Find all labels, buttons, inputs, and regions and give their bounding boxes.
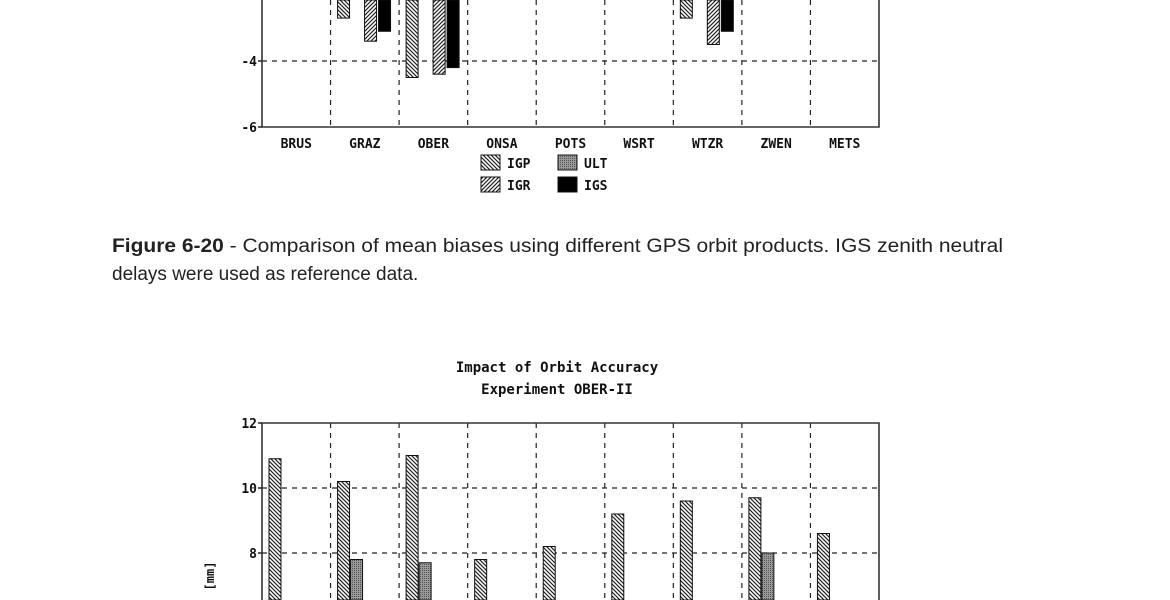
x-tick-label-graz: GRAZ [349, 137, 380, 152]
x-tick-label-wtzr: WTZR [692, 137, 723, 152]
bar-ult-zwen [761, 552, 775, 600]
x-tick-label-mets: METS [829, 137, 860, 152]
y-tick-label: -2 [241, 0, 257, 4]
legend-swatch-ult [557, 154, 578, 171]
y-tick-label: 12 [241, 417, 257, 432]
legend: IGP ULT IGR IGS [480, 154, 608, 194]
x-tick-label-pots: POTS [555, 137, 586, 152]
legend-swatch-igp [480, 154, 501, 171]
y-tick-label: -6 [241, 121, 257, 136]
bar-igp-graz [337, 481, 351, 600]
legend-label-igp: IGP [507, 157, 531, 172]
plot-frame [261, 422, 880, 600]
bar-igp-wsrt [611, 513, 625, 600]
bar-igp-wtzr [679, 500, 693, 600]
bar-igs-graz [378, 0, 392, 32]
grid-lines [262, 423, 879, 600]
bar-igr-graz [364, 0, 378, 42]
legend-swatch-igs [557, 176, 578, 193]
axes [261, 0, 880, 128]
y-tick-label: 8 [249, 547, 257, 562]
bar-igp-ober [405, 0, 419, 78]
x-tick-label-onsa: ONSA [486, 137, 517, 152]
chart-subtitle: Experiment OBER-II [481, 382, 633, 398]
figure-label: Figure 6-20 [112, 236, 224, 257]
x-tick-label-zwen: ZWEN [761, 137, 792, 152]
bars [268, 455, 830, 600]
bar-igr-ober [432, 0, 446, 75]
axes [261, 422, 880, 600]
orbit-accuracy-chart: Impact of Orbit Accuracy Experiment OBER… [203, 360, 880, 600]
bars [337, 0, 734, 78]
y-axis-label: [mm] [203, 562, 217, 591]
figure-caption-line2: delays were used as reference data. [112, 264, 418, 285]
y-tick-label: -4 [241, 55, 257, 70]
y-tick-label: 10 [241, 482, 257, 497]
bar-ult-ober [418, 562, 432, 600]
y-tick-labels: 12 10 8 [241, 417, 262, 562]
bar-igp-brus [268, 458, 282, 600]
x-tick-label-brus: BRUS [281, 137, 312, 152]
bar-igp-graz [337, 0, 351, 19]
x-tick-labels: BRUS GRAZ OBER ONSA POTS WSRT WTZR ZWEN METS [281, 137, 861, 152]
legend-swatch-igr [480, 176, 501, 193]
bar-ult-graz [350, 559, 364, 600]
x-tick-label-wsrt: WSRT [623, 137, 654, 152]
bar-igp-ober [405, 455, 419, 600]
bar-igs-ober [446, 0, 460, 69]
bar-igp-zwen [748, 497, 762, 600]
plot-frame [261, 0, 880, 128]
orbit-bias-chart: -2 -4 -6 BRUS GRAZ OBER ONSA POTS WSRT WTZR ZWEN M… [241, 0, 880, 194]
bar-igs-wtzr [720, 0, 734, 32]
bar-igp-pots [542, 546, 556, 600]
x-tick-label-ober: OBER [418, 137, 449, 152]
bar-igp-wtzr [679, 0, 693, 19]
legend-label-igs: IGS [584, 179, 608, 194]
bar-igp-onsa [474, 559, 488, 600]
y-tick-labels: -2 -4 -6 [241, 0, 262, 136]
bar-igp-mets [816, 533, 830, 600]
grid-lines [262, 0, 879, 127]
legend-label-ult: ULT [584, 157, 608, 172]
chart-title: Impact of Orbit Accuracy [456, 360, 659, 376]
legend-label-igr: IGR [507, 179, 531, 194]
figure-caption-line1: Figure 6-20 - Comparison of mean biases … [112, 236, 1003, 257]
bar-igr-wtzr [706, 0, 720, 45]
caption-text: - Comparison of mean biases using differ… [224, 236, 1003, 257]
